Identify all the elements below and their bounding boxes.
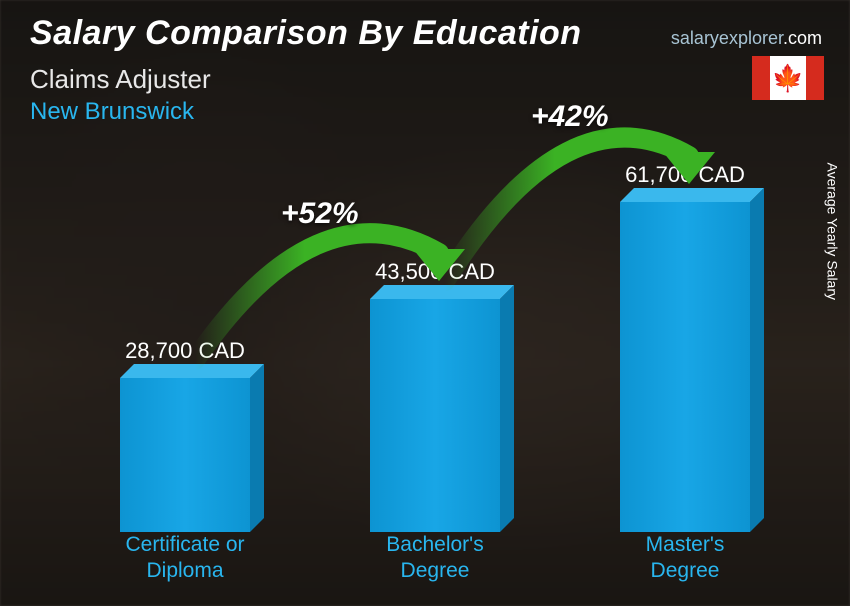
bar-front-face — [120, 378, 250, 532]
bar — [370, 299, 500, 532]
bar-category-label: Master'sDegree — [600, 532, 770, 588]
bar-side-face — [250, 364, 264, 532]
bar-value-label: 28,700 CAD — [100, 338, 270, 364]
bar-top-face — [620, 188, 764, 202]
salary-bar-chart: 28,700 CAD Certificate orDiploma 43,500 CA… — [60, 108, 790, 588]
bar-group: 61,700 CAD Master'sDegree — [600, 162, 770, 588]
watermark: salaryexplorer.com — [671, 28, 822, 49]
bar-front-face — [620, 202, 750, 532]
bar-front-face — [370, 299, 500, 532]
bar-category-label: Bachelor'sDegree — [350, 532, 520, 588]
bar-side-face — [500, 285, 514, 532]
flag-center: 🍁 — [770, 56, 806, 100]
bar-category-label: Certificate orDiploma — [100, 532, 270, 588]
y-axis-label: Average Yearly Salary — [824, 163, 840, 301]
bar-side-face — [750, 188, 764, 532]
watermark-tld: .com — [783, 28, 822, 48]
bar-top-face — [370, 285, 514, 299]
bar-group: 43,500 CAD Bachelor'sDegree — [350, 259, 520, 588]
maple-leaf-icon: 🍁 — [772, 65, 804, 91]
page-title: Salary Comparison By Education — [30, 14, 582, 53]
bar-group: 28,700 CAD Certificate orDiploma — [100, 338, 270, 588]
flag-canada: 🍁 — [752, 56, 824, 100]
subtitle-role: Claims Adjuster — [30, 64, 211, 95]
bar — [120, 378, 250, 532]
bar — [620, 202, 750, 532]
bar-value-label: 61,700 CAD — [600, 162, 770, 188]
percent-increase-label: +52% — [281, 197, 359, 231]
watermark-name: salaryexplorer — [671, 28, 783, 48]
bar-value-label: 43,500 CAD — [350, 259, 520, 285]
flag-stripe-left — [752, 56, 770, 100]
bar-top-face — [120, 364, 264, 378]
flag-stripe-right — [806, 56, 824, 100]
